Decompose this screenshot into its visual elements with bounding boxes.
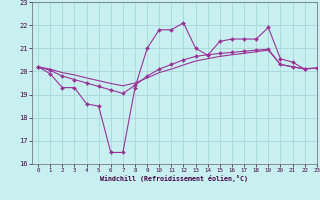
X-axis label: Windchill (Refroidissement éolien,°C): Windchill (Refroidissement éolien,°C) bbox=[100, 175, 248, 182]
